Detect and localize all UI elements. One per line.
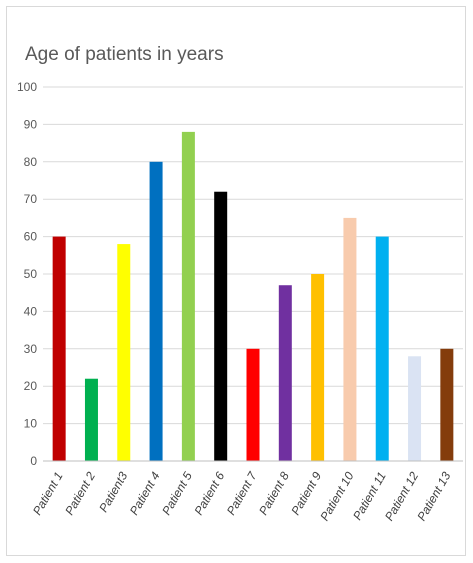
bar-3 [117, 244, 130, 461]
bar-1 [53, 237, 66, 461]
bar-6 [214, 192, 227, 461]
bar-11 [376, 237, 389, 461]
y-axis-ticks: 0 10 20 30 40 50 60 70 80 90 100 [17, 80, 37, 468]
x-tick-label: Patient 8 [256, 469, 292, 517]
bar-10 [343, 218, 356, 461]
bar-7 [247, 349, 260, 461]
bar-8 [279, 285, 292, 461]
y-tick-label: 90 [24, 117, 38, 131]
y-tick-label: 50 [24, 267, 38, 281]
x-tick-label: Patient 1 [30, 470, 66, 518]
bar-chart: Age of patients in years 0 10 20 30 40 50 60 70… [7, 7, 465, 555]
x-tick-label: Patient 7 [224, 468, 260, 517]
bar-5 [182, 132, 195, 461]
x-tick-label: Patient3 [96, 469, 130, 514]
x-tick-label: Patient 6 [191, 469, 227, 517]
bar-12 [408, 356, 421, 461]
y-tick-label: 0 [30, 454, 37, 468]
y-tick-label: 30 [24, 342, 38, 356]
x-tick-label: Patient 2 [62, 469, 98, 517]
chart-frame: Age of patients in years 0 10 20 30 40 50 60 70… [6, 6, 466, 556]
bar-4 [150, 162, 163, 461]
y-tick-label: 20 [24, 379, 38, 393]
x-tick-label: Patient 5 [159, 469, 195, 517]
y-tick-label: 100 [17, 80, 37, 94]
bar-2 [85, 379, 98, 461]
bar-13 [440, 349, 453, 461]
bar-9 [311, 274, 324, 461]
y-tick-label: 80 [24, 155, 38, 169]
y-tick-label: 40 [24, 304, 38, 318]
y-tick-label: 70 [24, 192, 38, 206]
x-tick-label: Patient 4 [127, 469, 163, 517]
chart-title: Age of patients in years [25, 44, 224, 65]
bars [53, 132, 454, 461]
y-tick-label: 10 [24, 417, 38, 431]
x-tick-label: Patient 9 [288, 469, 324, 517]
y-tick-label: 60 [24, 230, 38, 244]
